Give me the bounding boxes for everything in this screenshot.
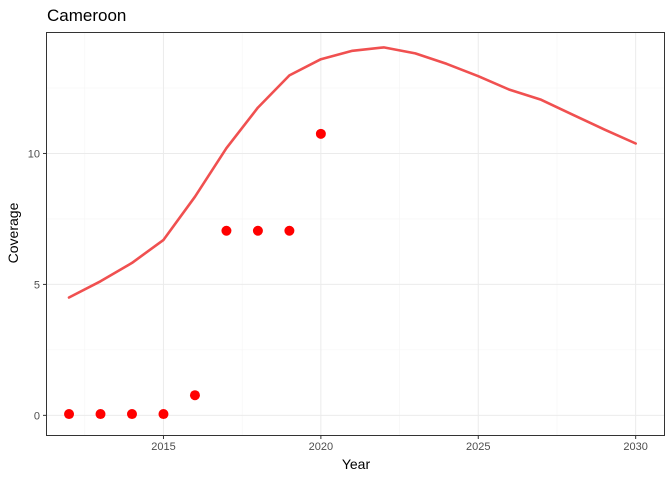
x-tick-label: 2015 (151, 441, 175, 453)
plot-panel (46, 32, 665, 436)
point-layer (64, 128, 326, 420)
trend-line (67, 46, 638, 299)
data-point (189, 390, 200, 401)
y-tick-label: 10 (28, 148, 40, 160)
y-axis-title: Coverage (5, 202, 21, 263)
data-point (158, 409, 169, 420)
line-layer (67, 46, 638, 299)
data-point (252, 225, 263, 236)
y-tick-label: 0 (34, 410, 40, 422)
x-axis-title: Year (342, 456, 371, 472)
chart-title: Cameroon (47, 6, 126, 25)
data-point (315, 128, 326, 139)
x-tick-label: 2025 (466, 441, 490, 453)
data-point (221, 225, 232, 236)
y-axis: 0 5 10 (28, 148, 47, 422)
x-axis: 2015 2020 2025 2030 (151, 435, 648, 453)
data-point (284, 225, 295, 236)
y-tick-label: 5 (34, 279, 40, 291)
grid (47, 33, 664, 435)
data-point (64, 409, 75, 420)
data-point (95, 409, 106, 420)
data-point (126, 409, 137, 420)
x-tick-label: 2030 (623, 441, 647, 453)
x-tick-label: 2020 (309, 441, 333, 453)
